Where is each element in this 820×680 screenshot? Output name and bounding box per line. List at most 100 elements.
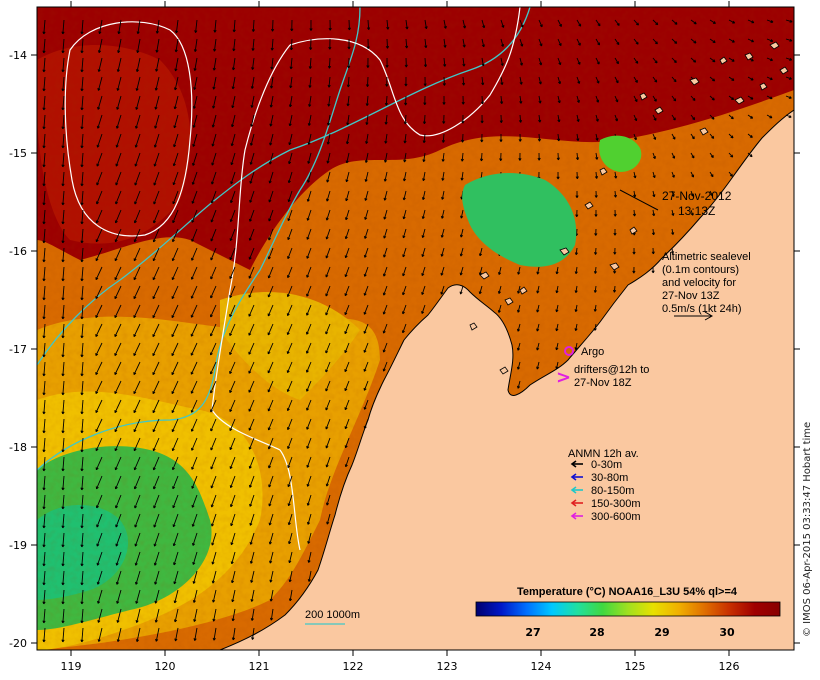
velocity-arrowhead [557, 119, 561, 123]
velocity-arrowhead [307, 540, 311, 544]
velocity-arrow [248, 399, 255, 412]
velocity-arrowhead [574, 290, 578, 293]
velocity-arrow [137, 19, 141, 34]
velocity-arrow [366, 95, 369, 106]
velocity-arrow [268, 190, 274, 203]
velocity-arrowhead [270, 47, 274, 51]
velocity-arrowhead [442, 121, 446, 124]
velocity-arrowhead [268, 541, 272, 545]
velocity-arrow [325, 418, 331, 430]
velocity-arrow [210, 361, 217, 375]
velocity-arrowhead [345, 179, 349, 183]
velocity-arrow [290, 38, 293, 50]
velocity-arrow [171, 304, 179, 318]
velocity-arrowhead [577, 42, 581, 46]
x-axis: 119 120 121 122 123 124 125 126 [61, 1, 740, 673]
velocity-arrowhead [306, 388, 309, 392]
velocity-arrow [307, 190, 312, 202]
velocity-arrow [652, 190, 655, 197]
velocity-arrowhead [190, 428, 194, 432]
x-tick-label: 121 [249, 660, 270, 673]
velocity-arrowhead [190, 276, 194, 280]
velocity-arrowhead [593, 308, 597, 312]
velocity-arrow [709, 19, 716, 24]
velocity-arrowhead [519, 100, 523, 104]
velocity-arrowhead [325, 502, 330, 506]
velocity-arrowhead [575, 195, 579, 198]
velocity-arrowhead [325, 350, 329, 354]
velocity-arrow [289, 95, 293, 107]
velocity-arrow [309, 57, 312, 69]
velocity-arrowhead [288, 123, 292, 127]
velocity-arrowhead [269, 123, 273, 127]
velocity-arrow [95, 285, 103, 299]
anmn-legend-label: 30-80m [591, 472, 628, 484]
velocity-arrow [709, 133, 715, 139]
velocity-arrow [404, 152, 407, 163]
velocity-arrowhead [61, 202, 65, 206]
velocity-arrow [114, 418, 122, 432]
velocity-arrow [174, 76, 179, 91]
velocity-arrowhead [460, 177, 464, 181]
velocity-arrow [575, 304, 578, 312]
velocity-arrow [171, 266, 179, 280]
velocity-arrow [249, 209, 255, 222]
velocity-arrow [133, 304, 141, 318]
velocity-arrow [652, 228, 655, 235]
velocity-arrow [174, 589, 179, 604]
velocity-arrowhead [462, 25, 467, 29]
velocity-arrowhead [174, 638, 178, 642]
velocity-arrowhead [344, 464, 348, 468]
velocity-arrowhead [231, 637, 236, 641]
velocity-arrow [135, 133, 141, 148]
coastal-island [779, 66, 789, 75]
velocity-arrowhead [114, 239, 118, 243]
velocity-arrowhead [191, 200, 195, 204]
velocity-arrowhead [116, 600, 120, 604]
velocity-arrowhead [192, 162, 196, 166]
velocity-arrowhead [229, 333, 233, 336]
velocity-arrow [747, 76, 754, 81]
velocity-arrow [43, 608, 46, 623]
velocity-arrow [62, 570, 65, 585]
velocity-arrow [442, 152, 445, 162]
velocity-arrow [519, 38, 523, 47]
velocity-arrow [576, 152, 579, 160]
velocity-arrowhead [114, 391, 118, 395]
velocity-arrow [576, 76, 580, 84]
velocity-arrow [62, 627, 65, 642]
velocity-arrow [248, 380, 255, 393]
velocity-arrowhead [344, 331, 348, 335]
velocity-arrow [287, 399, 293, 411]
velocity-arrow [287, 304, 293, 316]
velocity-arrow [95, 380, 103, 394]
velocity-arrow [519, 57, 523, 66]
velocity-arrowhead [481, 82, 485, 86]
velocity-arrowhead [42, 50, 46, 54]
velocity-arrowhead [595, 137, 599, 141]
velocity-arrowhead [135, 125, 139, 129]
velocity-arrowhead [270, 85, 274, 89]
velocity-arrowhead [248, 427, 252, 431]
velocity-arrowhead [575, 214, 579, 217]
velocity-arrowhead [267, 351, 271, 355]
velocity-arrowhead [115, 505, 118, 509]
velocity-arrowhead [556, 157, 560, 161]
velocity-arrow [517, 323, 521, 332]
velocity-arrowhead [61, 221, 65, 225]
velocity-arrow [114, 304, 122, 318]
velocity-arrowhead [593, 290, 597, 293]
velocity-arrow [81, 570, 84, 585]
velocity-arrowhead [325, 331, 329, 335]
velocity-arrowhead [61, 31, 65, 35]
velocity-arrowhead [210, 238, 214, 242]
velocity-arrowhead [327, 103, 331, 107]
velocity-arrow [747, 95, 754, 100]
velocity-arrow [383, 304, 388, 315]
velocity-arrow [191, 399, 198, 413]
velocity-arrowhead [325, 274, 329, 278]
velocity-arrowhead [42, 69, 46, 73]
velocity-arrow [270, 114, 274, 127]
velocity-arrowhead [421, 311, 425, 314]
